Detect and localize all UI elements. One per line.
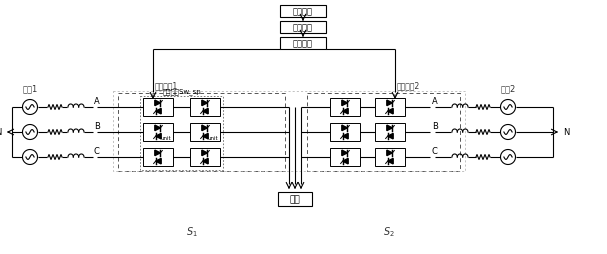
Text: 触发信号2: 触发信号2 — [397, 81, 420, 90]
Bar — [280, 22, 326, 34]
Polygon shape — [155, 151, 160, 156]
Bar — [140, 97, 223, 170]
Text: 电源1: 电源1 — [22, 84, 38, 93]
Polygon shape — [203, 159, 208, 164]
Polygon shape — [342, 134, 348, 139]
Bar — [375, 123, 405, 141]
Polygon shape — [155, 159, 161, 164]
Text: $S_1$: $S_1$ — [186, 224, 197, 238]
Bar — [118, 94, 285, 171]
Text: B: B — [94, 121, 100, 131]
Bar — [113, 92, 465, 171]
Bar — [375, 148, 405, 166]
Polygon shape — [387, 101, 392, 106]
Polygon shape — [342, 109, 348, 115]
Text: C: C — [432, 146, 438, 155]
Polygon shape — [388, 109, 393, 115]
Polygon shape — [203, 109, 208, 115]
Text: 负载: 负载 — [290, 195, 300, 204]
Polygon shape — [155, 101, 160, 106]
Bar — [330, 148, 360, 166]
Polygon shape — [342, 159, 348, 164]
Text: B: B — [432, 121, 438, 131]
Polygon shape — [342, 151, 347, 156]
Bar — [280, 38, 326, 50]
Bar — [375, 99, 405, 117]
Polygon shape — [202, 125, 208, 131]
Bar — [143, 99, 173, 117]
Polygon shape — [202, 151, 208, 156]
Bar — [280, 6, 326, 18]
Bar — [143, 148, 173, 166]
Text: unit: unit — [160, 135, 171, 140]
Polygon shape — [342, 125, 347, 131]
Polygon shape — [388, 134, 393, 139]
Bar — [330, 99, 360, 117]
Polygon shape — [342, 101, 347, 106]
Text: unit: unit — [208, 135, 218, 140]
Bar — [307, 94, 460, 171]
Polygon shape — [155, 134, 161, 139]
Polygon shape — [388, 159, 393, 164]
Text: 通信单元: 通信单元 — [293, 7, 313, 17]
Polygon shape — [202, 101, 208, 106]
Bar — [143, 123, 173, 141]
Bar — [190, 123, 220, 141]
Polygon shape — [155, 125, 160, 131]
Text: A: A — [94, 97, 100, 106]
Text: C: C — [94, 146, 100, 155]
Text: N: N — [0, 128, 2, 137]
Polygon shape — [203, 134, 208, 139]
Text: N: N — [563, 128, 569, 137]
Text: 驱动单元: 驱动单元 — [293, 39, 313, 48]
Text: 控制单元: 控制单元 — [293, 23, 313, 32]
Bar — [278, 192, 312, 206]
Bar — [190, 148, 220, 166]
Polygon shape — [155, 109, 161, 115]
Text: 触发信号1: 触发信号1 — [155, 81, 178, 90]
Polygon shape — [387, 151, 392, 156]
Polygon shape — [387, 125, 392, 131]
Bar — [330, 123, 360, 141]
Text: $S_2$: $S_2$ — [382, 224, 395, 238]
Text: A: A — [432, 97, 438, 106]
Text: 电源2: 电源2 — [500, 84, 515, 93]
Bar — [190, 99, 220, 117]
Text: 单相开关Sw_sp: 单相开关Sw_sp — [162, 88, 201, 95]
